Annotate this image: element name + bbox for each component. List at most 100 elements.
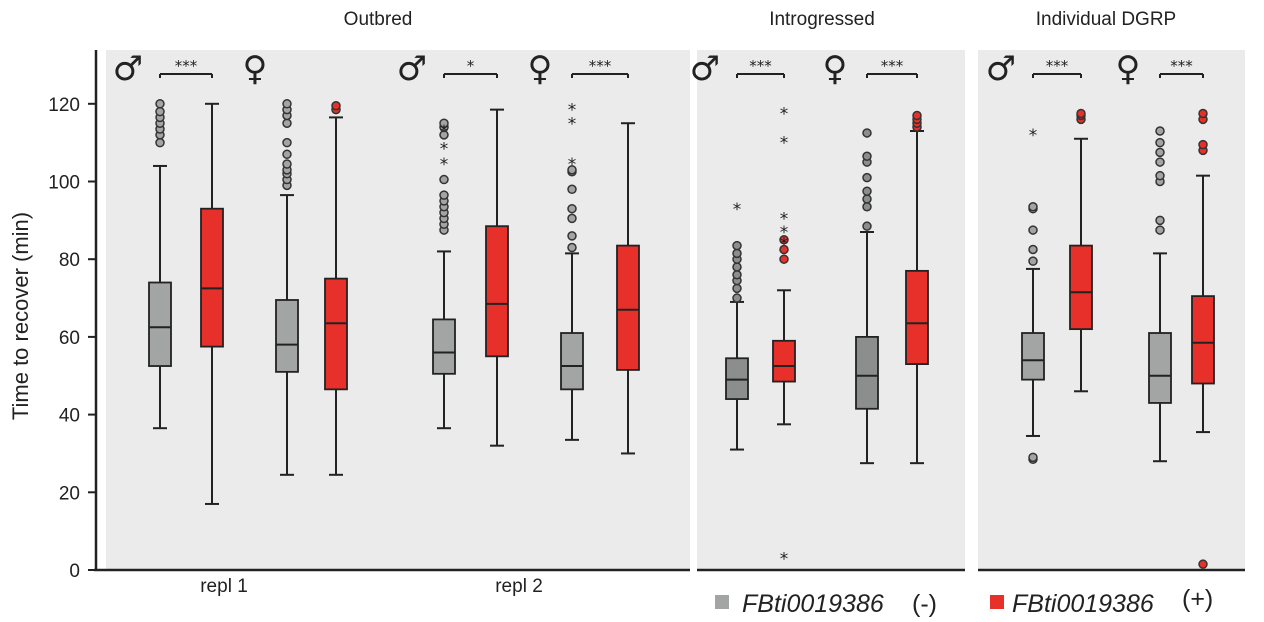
outlier-point (1155, 137, 1165, 148)
outlier-point (567, 203, 577, 214)
outlier-point (732, 240, 742, 251)
outlier-point (732, 262, 742, 272)
outlier-point (282, 159, 292, 169)
outlier-point (912, 110, 922, 121)
significance-label: * (467, 57, 475, 75)
box-minus (1148, 332, 1172, 404)
box-minus (275, 299, 299, 373)
y-tick-label: 80 (59, 250, 80, 271)
outlier-point (862, 202, 872, 212)
y-axis: 0 20 40 60 80 100 120 (48, 50, 98, 582)
extreme-outlier-star: * (780, 105, 789, 125)
box-minus (855, 335, 879, 410)
extreme-outlier-star: * (780, 134, 789, 154)
legend-label-minus: FBti0019386 (742, 590, 884, 618)
outlier-point (1155, 215, 1165, 226)
extreme-outlier-star: * (568, 114, 577, 134)
x-label-repl-1: repl 1 (200, 576, 248, 597)
outlier-point (1028, 244, 1038, 255)
outlier-point (567, 213, 577, 224)
outlier-point (282, 118, 292, 128)
female-symbol: ♀ (1116, 49, 1141, 89)
extreme-outlier-star: * (780, 235, 789, 255)
box-marks: ♂ *** ♀***♂ ****♀ **********♂ *** ♀ ****♂ *** ♀ **… (113, 49, 1215, 569)
significance-label: *** (749, 57, 772, 75)
outlier-point (862, 186, 872, 196)
outlier-point (282, 137, 292, 148)
y-tick-label: 60 (59, 328, 80, 349)
outlier-point (1076, 108, 1086, 119)
extreme-outlier-star: * (780, 209, 789, 229)
panel-title-introgressed: Introgressed (769, 9, 875, 30)
outlier-point (1198, 139, 1208, 150)
legend-swatch-minus (715, 595, 729, 609)
box-plus (1191, 295, 1215, 385)
outlier-point (732, 283, 742, 294)
significance-label: *** (589, 57, 612, 75)
outlier-point (862, 151, 872, 161)
outlier-point (779, 254, 789, 264)
outlier-point (1028, 225, 1038, 235)
panel-title-individual-dgrp: Individual DGRP (1036, 9, 1176, 30)
male-symbol: ♂ (113, 49, 143, 89)
extreme-outlier-star: * (440, 122, 449, 142)
outlier-point (862, 194, 872, 204)
outlier-point (1198, 559, 1208, 569)
significance-label: *** (175, 57, 198, 75)
female-symbol: ♀ (528, 49, 553, 89)
extreme-outlier-star: * (733, 200, 742, 220)
outlier-point (1028, 256, 1038, 266)
box-plus (200, 207, 224, 348)
outlier-point (439, 118, 449, 128)
outlier-point (1155, 147, 1165, 158)
outlier-point (1155, 170, 1165, 181)
extreme-outlier-star: * (568, 155, 577, 175)
extreme-outlier-star: * (440, 140, 449, 160)
extreme-outlier-star: * (440, 155, 449, 175)
outlier-point (1155, 157, 1165, 167)
legend-suffix-minus: (-) (912, 590, 937, 618)
extreme-outlier-star: * (780, 223, 789, 243)
significance-label: *** (1046, 57, 1069, 75)
outlier-point (732, 293, 742, 303)
outlier-point (1028, 202, 1038, 212)
outlier-point (779, 244, 789, 255)
outlier-point (862, 221, 872, 231)
outlier-point (862, 128, 872, 138)
x-label-repl-2: repl 2 (495, 576, 543, 597)
outlier-point (732, 248, 742, 259)
box-plus (616, 244, 640, 371)
outlier-point (567, 231, 577, 241)
panel-title-outbred: Outbred (344, 9, 413, 30)
outlier-point (1198, 108, 1208, 119)
extreme-outlier-star: * (1029, 126, 1038, 146)
significance-label: *** (881, 57, 904, 75)
extreme-outlier-star: * (568, 101, 577, 121)
box-minus (148, 281, 172, 367)
box-minus (432, 318, 456, 375)
male-symbol: ♂ (986, 49, 1016, 89)
box-plus (324, 277, 348, 391)
legend-label-plus: FBti0019386 (1012, 590, 1154, 618)
female-symbol: ♀ (823, 49, 848, 89)
y-tick-label: 0 (69, 561, 80, 582)
male-symbol: ♂ (397, 49, 427, 89)
extreme-outlier-star: * (780, 549, 789, 569)
outlier-point (155, 106, 165, 117)
outlier-point (331, 100, 341, 111)
outlier-point (862, 172, 872, 183)
outlier-point (439, 174, 449, 185)
outlier-point (155, 99, 165, 109)
legend-swatch-plus (990, 595, 1004, 609)
outlier-point (567, 184, 577, 195)
outlier-point (567, 242, 577, 253)
y-tick-label: 40 (59, 406, 80, 427)
box-minus (560, 332, 584, 391)
box-plus (1069, 244, 1093, 331)
y-tick-label: 120 (48, 95, 80, 116)
outlier-point (439, 190, 449, 200)
outlier-point (155, 137, 165, 148)
legend: FBti0019386 (-) FBti0019386 (+) (715, 585, 1213, 618)
male-symbol: ♂ (690, 49, 720, 89)
